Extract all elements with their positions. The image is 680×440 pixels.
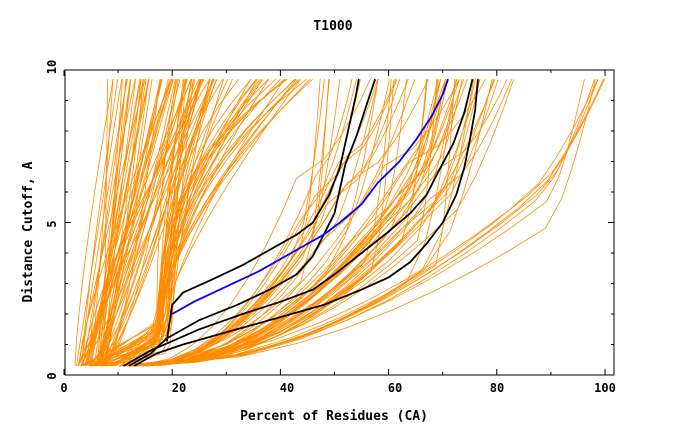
- axis-ticks: [63, 69, 614, 376]
- black-model-3: [123, 78, 474, 367]
- background-model-line: [114, 79, 218, 367]
- background-model-line: [141, 79, 508, 367]
- background-model-line: [126, 79, 455, 367]
- background-model-line: [133, 78, 296, 367]
- background-model-line: [81, 79, 228, 367]
- background-model-line: [149, 79, 476, 367]
- background-model-line: [113, 79, 217, 367]
- background-model-line: [95, 79, 142, 367]
- background-model-line: [129, 79, 439, 367]
- x-tick-label-80: 80: [490, 381, 504, 395]
- background-model-line: [119, 78, 299, 367]
- background-model-line: [129, 79, 184, 367]
- background-model-line: [122, 79, 463, 367]
- background-model-line: [128, 79, 194, 367]
- background-model-line: [95, 78, 203, 367]
- background-model-line: [111, 78, 252, 367]
- background-model-line: [98, 78, 171, 366]
- background-model-line: [74, 79, 114, 366]
- chart-title: T1000: [313, 19, 352, 34]
- background-model-line: [112, 78, 285, 367]
- background-model-line: [129, 79, 599, 367]
- black-model-4: [133, 79, 479, 367]
- background-model-line: [145, 79, 585, 367]
- background-model-line: [91, 78, 171, 366]
- background-model-line: [158, 79, 595, 367]
- background-model-line: [98, 79, 127, 366]
- x-tick-label-20: 20: [172, 381, 186, 395]
- background-model-line: [145, 79, 512, 367]
- background-model-line: [82, 79, 128, 366]
- background-model-line: [76, 79, 123, 366]
- background-model-line: [147, 79, 353, 367]
- x-tick-label-100: 100: [594, 381, 616, 395]
- highlighted-model-curves: [123, 78, 479, 367]
- background-model-line: [96, 79, 142, 366]
- background-model-line: [106, 79, 224, 367]
- background-model-line: [97, 78, 288, 367]
- background-model-line: [151, 79, 599, 367]
- background-model-line: [138, 79, 460, 367]
- x-tick-label-40: 40: [280, 381, 294, 395]
- background-model-line: [147, 79, 596, 367]
- background-model-line: [146, 79, 604, 367]
- background-model-line: [81, 79, 128, 366]
- background-model-line: [90, 79, 114, 366]
- background-model-line: [84, 78, 297, 367]
- background-model-line: [81, 79, 119, 366]
- background-model-line: [97, 79, 131, 366]
- background-model-line: [103, 78, 262, 367]
- background-model-line: [80, 79, 161, 367]
- x-axis-label: Percent of Residues (CA): [240, 409, 428, 424]
- background-model-line: [104, 79, 161, 367]
- background-model-line: [105, 79, 162, 366]
- background-model-line: [94, 78, 181, 367]
- background-model-line: [134, 79, 401, 367]
- background-model-line: [131, 79, 496, 367]
- x-tick-label-0: 0: [60, 381, 67, 395]
- y-tick-label-10: 10: [45, 60, 59, 74]
- background-model-line: [103, 79, 145, 366]
- x-tick-label-60: 60: [388, 381, 402, 395]
- blue-model: [171, 78, 449, 315]
- y-tick-label-0: 0: [45, 372, 59, 379]
- background-model-line: [84, 79, 150, 367]
- background-model-line: [127, 79, 446, 367]
- background-model-line: [134, 79, 341, 367]
- background-model-line: [138, 79, 481, 367]
- background-model-line: [134, 79, 371, 367]
- background-model-line: [142, 79, 397, 367]
- black-model-2: [128, 78, 376, 367]
- background-model-line: [156, 79, 606, 367]
- y-axis-label: Distance Cutoff, A: [21, 161, 36, 302]
- y-tick-label-5: 5: [45, 220, 59, 227]
- black-model-1: [165, 79, 360, 342]
